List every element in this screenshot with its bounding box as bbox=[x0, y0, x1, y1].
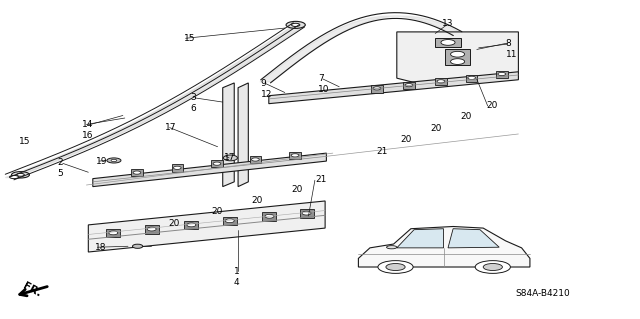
Polygon shape bbox=[131, 169, 143, 176]
Polygon shape bbox=[445, 49, 470, 65]
Ellipse shape bbox=[132, 244, 143, 248]
Ellipse shape bbox=[475, 261, 511, 273]
Text: 3: 3 bbox=[190, 93, 196, 102]
Ellipse shape bbox=[286, 21, 305, 28]
Ellipse shape bbox=[225, 219, 234, 223]
Text: 6: 6 bbox=[190, 104, 196, 113]
Polygon shape bbox=[448, 229, 499, 248]
Polygon shape bbox=[397, 229, 444, 248]
Text: 13: 13 bbox=[442, 19, 453, 28]
Ellipse shape bbox=[441, 40, 455, 45]
Ellipse shape bbox=[107, 158, 121, 163]
Ellipse shape bbox=[147, 227, 156, 231]
Ellipse shape bbox=[265, 214, 274, 218]
Text: FR.: FR. bbox=[21, 281, 43, 299]
Text: 19: 19 bbox=[96, 157, 108, 166]
Polygon shape bbox=[184, 221, 198, 229]
Text: 15: 15 bbox=[19, 137, 31, 146]
Polygon shape bbox=[300, 209, 314, 218]
Text: 9: 9 bbox=[260, 79, 266, 88]
Ellipse shape bbox=[291, 154, 299, 157]
Text: 20: 20 bbox=[400, 135, 412, 144]
Text: 20: 20 bbox=[168, 219, 180, 228]
Text: 14: 14 bbox=[82, 120, 93, 129]
Ellipse shape bbox=[468, 76, 476, 79]
Ellipse shape bbox=[451, 59, 465, 64]
Polygon shape bbox=[289, 152, 301, 159]
Ellipse shape bbox=[17, 174, 24, 176]
Text: 12: 12 bbox=[260, 90, 272, 99]
Ellipse shape bbox=[373, 87, 381, 90]
Text: 18: 18 bbox=[95, 243, 106, 252]
Polygon shape bbox=[397, 32, 518, 85]
Ellipse shape bbox=[302, 211, 311, 215]
Ellipse shape bbox=[292, 23, 300, 26]
Text: 2: 2 bbox=[58, 158, 63, 167]
Text: 1: 1 bbox=[234, 267, 239, 276]
Ellipse shape bbox=[111, 159, 116, 161]
Ellipse shape bbox=[483, 263, 502, 271]
Ellipse shape bbox=[223, 155, 237, 161]
Polygon shape bbox=[106, 229, 120, 237]
Text: 5: 5 bbox=[58, 169, 63, 178]
Polygon shape bbox=[223, 217, 237, 225]
Text: 20: 20 bbox=[252, 196, 263, 205]
Ellipse shape bbox=[386, 263, 405, 271]
Text: 10: 10 bbox=[318, 85, 330, 94]
Polygon shape bbox=[371, 85, 383, 93]
Text: 17: 17 bbox=[224, 153, 236, 162]
Text: 21: 21 bbox=[376, 147, 388, 156]
Polygon shape bbox=[496, 71, 508, 78]
Polygon shape bbox=[435, 38, 461, 47]
Polygon shape bbox=[250, 156, 261, 163]
Text: 20: 20 bbox=[211, 207, 223, 216]
Ellipse shape bbox=[213, 162, 221, 165]
Ellipse shape bbox=[437, 80, 445, 83]
Text: 8: 8 bbox=[506, 39, 511, 48]
Polygon shape bbox=[93, 153, 326, 187]
Text: 7: 7 bbox=[318, 74, 324, 83]
Polygon shape bbox=[269, 72, 518, 104]
Ellipse shape bbox=[405, 84, 413, 87]
Ellipse shape bbox=[109, 231, 118, 235]
Ellipse shape bbox=[387, 246, 397, 249]
Text: 17: 17 bbox=[164, 123, 176, 132]
Ellipse shape bbox=[378, 261, 413, 273]
Text: 11: 11 bbox=[506, 50, 517, 59]
Text: S84A-B4210: S84A-B4210 bbox=[515, 289, 570, 298]
Polygon shape bbox=[172, 164, 183, 172]
Text: 20: 20 bbox=[291, 185, 303, 194]
Polygon shape bbox=[223, 83, 234, 187]
Ellipse shape bbox=[187, 223, 196, 227]
Polygon shape bbox=[88, 201, 325, 252]
Polygon shape bbox=[262, 212, 276, 221]
Text: 20: 20 bbox=[430, 124, 442, 133]
Polygon shape bbox=[403, 82, 415, 89]
Ellipse shape bbox=[252, 158, 259, 161]
Ellipse shape bbox=[498, 72, 506, 76]
Text: 20: 20 bbox=[461, 112, 472, 121]
Polygon shape bbox=[145, 225, 159, 234]
Ellipse shape bbox=[451, 51, 465, 57]
Polygon shape bbox=[435, 78, 447, 85]
Polygon shape bbox=[358, 226, 530, 267]
Ellipse shape bbox=[133, 171, 141, 174]
Text: 4: 4 bbox=[234, 278, 239, 287]
Polygon shape bbox=[466, 75, 477, 82]
Polygon shape bbox=[238, 83, 248, 187]
Ellipse shape bbox=[173, 166, 181, 169]
Polygon shape bbox=[211, 160, 223, 167]
Text: 15: 15 bbox=[184, 34, 195, 43]
Ellipse shape bbox=[10, 175, 19, 179]
Text: 16: 16 bbox=[82, 131, 93, 140]
Ellipse shape bbox=[12, 172, 29, 178]
Text: 21: 21 bbox=[315, 175, 326, 184]
Text: 20: 20 bbox=[486, 101, 498, 110]
